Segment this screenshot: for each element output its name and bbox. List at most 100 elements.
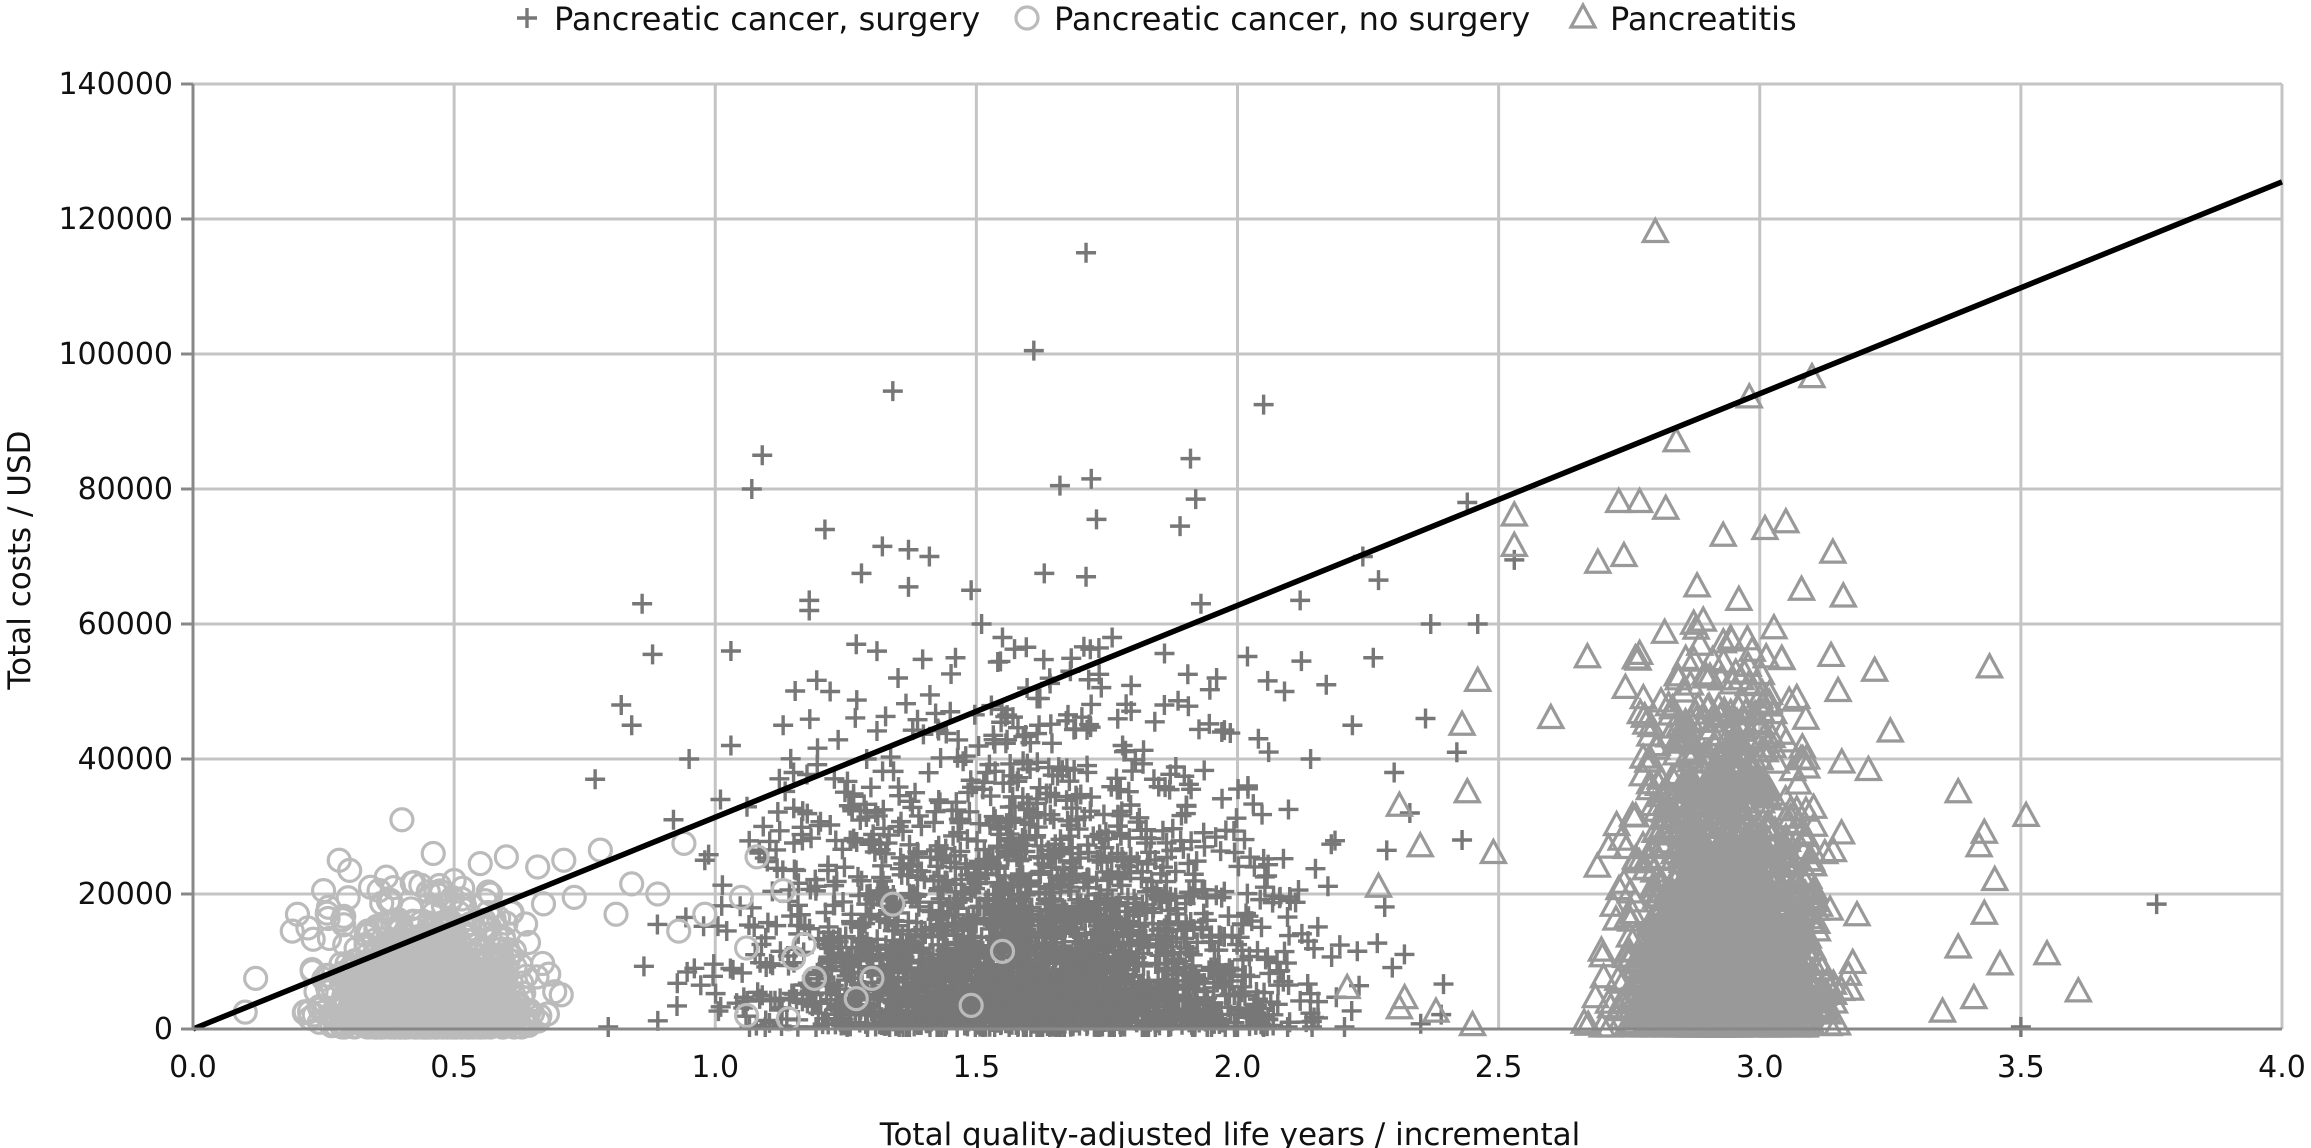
plus-marker (1029, 990, 1050, 1011)
plus-marker (867, 805, 888, 826)
plus-marker (997, 846, 1018, 867)
plus-marker (1209, 954, 1230, 975)
plus-marker (1224, 842, 1245, 863)
plus-marker (997, 729, 1018, 750)
plus-marker (1112, 1005, 1133, 1026)
plus-marker (1382, 957, 1403, 978)
plus-marker (818, 916, 839, 937)
plus-marker (712, 875, 733, 896)
plus-marker (647, 1010, 668, 1031)
plus-marker (1107, 708, 1128, 729)
plus-marker (888, 777, 909, 798)
plus-marker (843, 783, 864, 804)
legend-circle-icon (1014, 5, 1040, 31)
plus-marker (1153, 974, 1174, 995)
plus-marker (1127, 851, 1148, 872)
plus-marker (787, 895, 808, 916)
plus-marker (906, 886, 927, 907)
plus-marker (837, 771, 858, 792)
plus-marker (1009, 871, 1030, 892)
plus-marker (930, 747, 951, 768)
plus-marker (948, 822, 969, 843)
plus-marker (1201, 931, 1222, 952)
plus-marker (1290, 990, 1311, 1011)
plus-marker (1368, 570, 1389, 591)
plus-marker (1258, 742, 1279, 763)
plus-marker (1199, 713, 1220, 734)
plus-marker (785, 680, 806, 701)
plus-marker (1321, 834, 1342, 855)
plus-marker (736, 1006, 757, 1027)
plus-marker (716, 920, 737, 941)
plus-marker (952, 939, 973, 960)
plus-marker (928, 866, 949, 887)
plus-marker (1078, 949, 1099, 970)
plus-marker (830, 945, 851, 966)
plus-marker (1467, 614, 1488, 634)
plus-marker (983, 725, 1004, 746)
plus-marker (1107, 804, 1128, 825)
plus-marker (1059, 771, 1080, 792)
plus-marker (833, 891, 854, 912)
plus-marker (1018, 882, 1039, 903)
plus-marker (1059, 997, 1080, 1018)
plus-marker (1102, 627, 1123, 648)
plus-marker (1146, 880, 1167, 901)
plus-marker (823, 975, 844, 996)
plus-marker (1297, 974, 1318, 995)
plus-marker (720, 641, 741, 661)
plus-marker (928, 948, 949, 969)
plus-marker (1178, 696, 1199, 717)
plus-marker (830, 927, 851, 948)
plus-marker (920, 1005, 941, 1026)
plus-marker (1159, 900, 1180, 921)
plus-marker (1180, 886, 1201, 907)
plus-marker (936, 723, 957, 744)
plus-marker (1321, 946, 1342, 967)
plus-marker (1170, 516, 1191, 537)
plus-marker (1433, 974, 1454, 995)
plus-marker (1251, 1014, 1272, 1035)
plus-marker (853, 942, 874, 963)
plus-marker (1033, 927, 1054, 948)
plus-marker (799, 981, 820, 1002)
plus-marker (1061, 948, 1082, 969)
plus-marker (1302, 1016, 1323, 1037)
plus-marker (633, 956, 654, 977)
plus-marker (1002, 707, 1023, 728)
plus-marker (967, 830, 988, 851)
plus-marker (1098, 828, 1119, 849)
plus-marker (1212, 976, 1233, 997)
plus-marker (1268, 975, 1289, 996)
plus-marker (1199, 679, 1220, 700)
plus-marker (1162, 818, 1183, 839)
plus-marker (792, 830, 813, 851)
plus-marker (990, 824, 1011, 845)
plus-marker (1232, 949, 1253, 970)
plus-marker (1135, 1014, 1156, 1035)
plus-marker (810, 811, 831, 832)
plus-marker (1183, 966, 1204, 987)
plus-marker (598, 1016, 619, 1037)
plus-marker (1004, 639, 1025, 660)
plus-marker (1034, 804, 1055, 825)
plus-marker (862, 833, 883, 854)
plus-marker (1300, 983, 1321, 1004)
plus-marker (971, 1010, 992, 1031)
plus-marker (904, 974, 925, 995)
plus-marker (838, 795, 859, 816)
plus-marker (1070, 784, 1091, 805)
plus-marker (1088, 894, 1109, 915)
plus-marker (1078, 669, 1099, 690)
plus-marker (1279, 925, 1300, 946)
plus-marker (1088, 971, 1109, 992)
plus-marker (1190, 593, 1211, 614)
plus-marker (1026, 793, 1047, 814)
plus-marker (1101, 849, 1122, 870)
plus-marker (876, 969, 897, 990)
plus-marker (898, 539, 919, 560)
plus-marker (1043, 809, 1064, 830)
plus-marker (1136, 900, 1157, 921)
plus-marker (1003, 917, 1024, 938)
plus-marker (1040, 783, 1061, 804)
